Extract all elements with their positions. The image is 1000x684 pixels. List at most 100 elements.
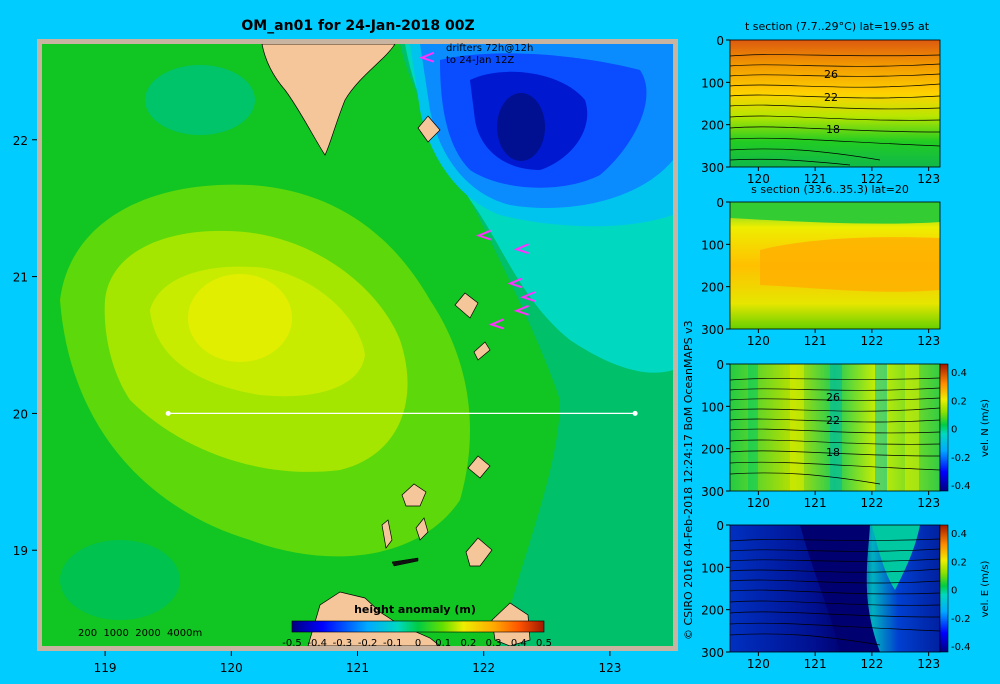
section-panels: t section (7.7..29°C) lat=19.95 at 26 22… [701,20,991,671]
land-island-2 [454,292,479,319]
vel-n-section-streaks [748,364,919,491]
section-x-tick-label: 123 [917,496,940,510]
map-patch-sw [60,540,180,620]
section-y-tick-label: 200 [701,119,724,133]
vel-e-colorbar-label: vel. E (m/s) [980,560,991,617]
t-section-contour-22: 22 [824,91,838,104]
drifter-marker [520,291,536,303]
map-colorbar-tick-label: 0.5 [536,638,552,649]
map-eddy-low-core [497,93,545,161]
vel-e-section-panel: 120 121 122 123 0 100 200 300 0.4 0.2 0 -0.2 -0.4 v… [701,519,991,671]
section-y-tick-label: 300 [701,323,724,337]
t-section-contour-26: 26 [824,68,838,81]
vel-n-colorbar-ticks: 0.4 0.2 0 -0.2 -0.4 [951,368,971,492]
vel-e-colorbar-bar [939,524,949,653]
section-x-tick-label: 122 [860,172,883,186]
s-section-axes: 120 121 122 123 0 100 200 300 [701,196,940,348]
drifter-markers [419,51,536,330]
section-y-tick-label: 100 [701,76,724,90]
section-y-tick-label: 200 [701,281,724,295]
section-y-tick-label: 200 [701,443,724,457]
section-y-tick-label: 0 [716,519,724,533]
section-colorbar-tick-label: 0.4 [951,529,967,540]
drifters-note-line1: drifters 72h@12h [446,43,533,54]
map-colorbar-tick-label: 0.1 [435,638,451,649]
map-x-axis: 119 120 121 122 123 [94,651,621,675]
land-island-8 [465,537,493,567]
section-colorbar-tick-label: 0 [951,586,957,597]
t-section-field [730,40,940,167]
vel-n-colorbar-label: vel. N (m/s) [980,399,991,457]
vel-n-section-contour-22: 22 [826,414,840,427]
map-x-tick-label: 120 [220,661,243,675]
t-section-title: t section (7.7..29°C) lat=19.95 at [745,20,930,33]
drifter-marker [475,229,492,241]
section-x-tick-label: 120 [747,172,770,186]
drifter-marker [488,318,504,330]
depth-legend: 200 1000 2000 4000m [78,628,202,639]
map-patch-nw [145,65,255,135]
section-y-tick-label: 300 [701,161,724,175]
s-section-top [730,202,940,224]
section-colorbar-tick-label: 0.2 [951,396,967,407]
map-y-tick-label: 20 [13,407,28,421]
map-colorbar-tick-label: -0.4 [307,638,327,649]
map-colorbar: height anomaly (m) -0.5 -0.4 -0.3 -0.2 -0.1 0… [282,603,552,649]
t-section-contour-18: 18 [826,123,840,136]
map-colorbar-tick-label: 0.4 [511,638,527,649]
section-y-tick-label: 0 [716,196,724,210]
section-track [165,410,638,416]
s-section-frame [729,201,941,330]
map-x-tick-label: 122 [472,661,495,675]
section-x-tick-label: 121 [804,334,827,348]
map-x-tick-label: 119 [94,661,117,675]
vel-n-section-isotherms [729,377,941,485]
vel-n-section-axes: 120 121 122 123 0 100 200 300 [701,358,940,510]
drifter-marker [513,243,529,255]
land-island-1 [417,115,441,143]
map-y-tick-label: 21 [13,271,28,285]
section-y-tick-label: 200 [701,604,724,618]
section-x-tick-label: 123 [917,172,940,186]
section-x-tick-label: 123 [917,334,940,348]
t-section-panel: t section (7.7..29°C) lat=19.95 at 26 22… [701,20,941,186]
section-colorbar-tick-label: 0 [951,425,957,436]
map-colorbar-tick-label: -0.5 [282,638,302,649]
land-taiwan-south [261,44,396,156]
land-island-3 [473,341,491,361]
map-panel: drifters 72h@12h to 24-Jan 12Z 200 1000 … [13,39,678,675]
section-x-tick-label: 120 [747,334,770,348]
vel-n-section-contour-18: 18 [826,446,840,459]
map-x-tick-label: 121 [346,661,369,675]
section-y-tick-label: 300 [701,646,724,660]
map-colorbar-tick-label: 0.3 [486,638,502,649]
map-x-tick-label: 123 [598,661,621,675]
section-x-tick-label: 121 [804,657,827,671]
section-y-tick-label: 0 [716,358,724,372]
drifter-marker [507,277,523,289]
vel-n-colorbar-bar [939,363,949,492]
section-colorbar-tick-label: -0.2 [951,614,971,625]
vel-e-section-surface [872,525,920,590]
land-island-4 [467,455,491,479]
vel-e-section-jet [800,525,880,652]
section-x-tick-label: 120 [747,657,770,671]
s-section-panel: s section (33.6..35.3) lat=20 120 121 122 1… [701,183,941,348]
section-y-tick-label: 100 [701,238,724,252]
land-island-6 [415,517,429,541]
section-x-tick-label: 122 [860,334,883,348]
section-y-tick-label: 100 [701,561,724,575]
section-colorbar-tick-label: 0.2 [951,557,967,568]
vel-e-section-isotherms [729,538,941,646]
section-x-tick-label: 121 [804,496,827,510]
section-x-tick-label: 122 [860,657,883,671]
vel-e-colorbar-ticks: 0.4 0.2 0 -0.2 -0.4 [951,529,971,653]
drifters-note-line2: to 24-Jan 12Z [446,55,514,66]
t-section-isotherms [729,54,941,166]
section-colorbar-tick-label: -0.4 [951,481,971,492]
section-y-tick-label: 300 [701,485,724,499]
land-island-5 [401,483,427,507]
vel-e-section-axes: 120 121 122 123 0 100 200 300 [701,519,940,671]
map-colorbar-tick-label: 0 [415,638,421,649]
main-title: OM_an01 for 24-Jan-2018 00Z [241,18,474,34]
